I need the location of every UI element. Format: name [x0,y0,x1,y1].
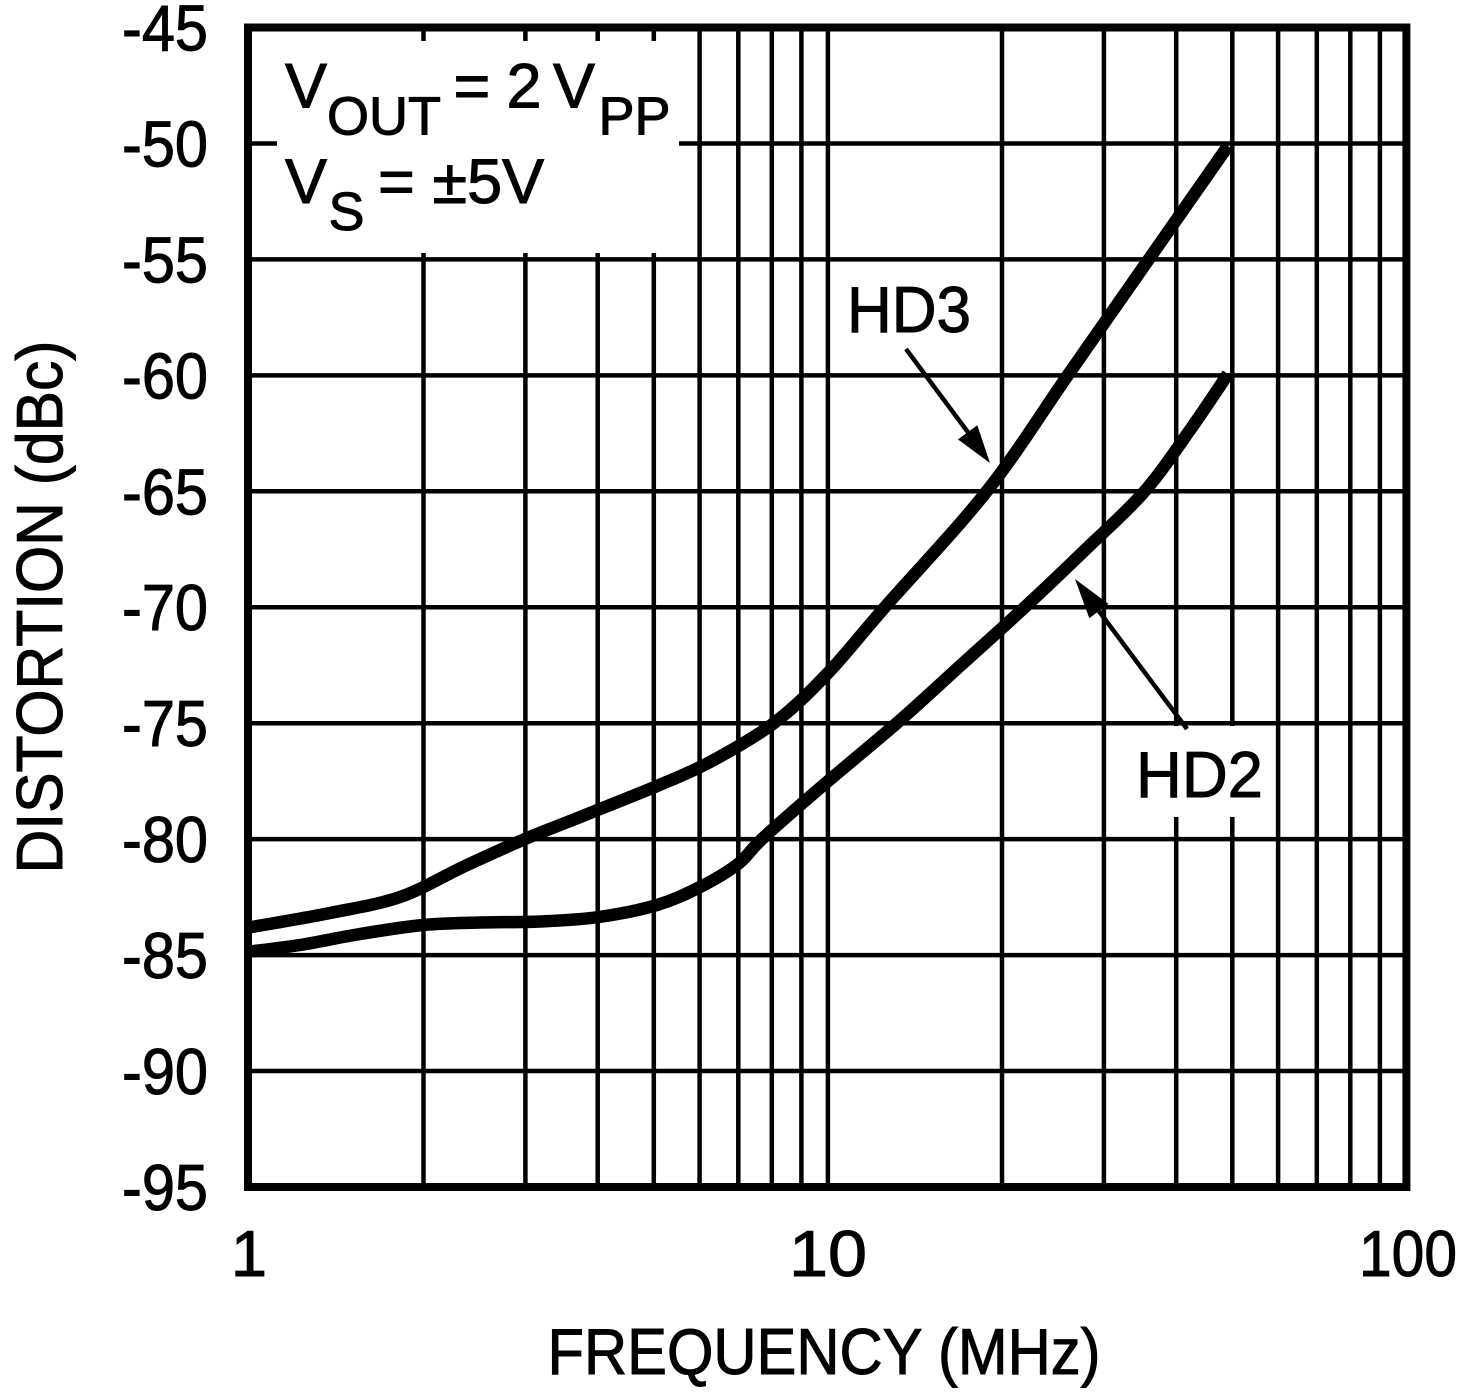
svg-text:1: 1 [231,1217,267,1290]
svg-text:-90: -90 [122,1035,208,1108]
svg-text:-45: -45 [122,0,208,65]
svg-text:-80: -80 [122,803,208,876]
svg-text:V: V [285,52,327,122]
svg-text:-75: -75 [122,687,208,760]
svg-text:-55: -55 [122,223,208,296]
svg-text:FREQUENCY (MHz): FREQUENCY (MHz) [548,1315,1101,1388]
svg-text:=: = [454,52,491,122]
svg-text:DISTORTION (dBc): DISTORTION (dBc) [3,341,76,874]
svg-text:PP: PP [599,87,671,147]
svg-text:-50: -50 [122,107,208,180]
svg-text:100: 100 [1359,1217,1457,1290]
svg-text:=: = [378,147,415,217]
svg-text:10: 10 [789,1217,867,1290]
svg-text:-65: -65 [122,455,208,528]
svg-text:S: S [329,182,365,242]
svg-text:HD3: HD3 [847,273,971,346]
svg-text:OUT: OUT [327,87,441,147]
svg-text:-60: -60 [122,339,208,412]
svg-text:V: V [285,147,327,217]
svg-text:V: V [553,52,595,122]
svg-text:-70: -70 [122,571,208,644]
svg-text:-95: -95 [122,1151,208,1224]
svg-text:2: 2 [507,52,542,122]
svg-text:-85: -85 [122,919,208,992]
svg-text:HD2: HD2 [1136,738,1263,811]
svg-text:±5V: ±5V [433,147,545,217]
